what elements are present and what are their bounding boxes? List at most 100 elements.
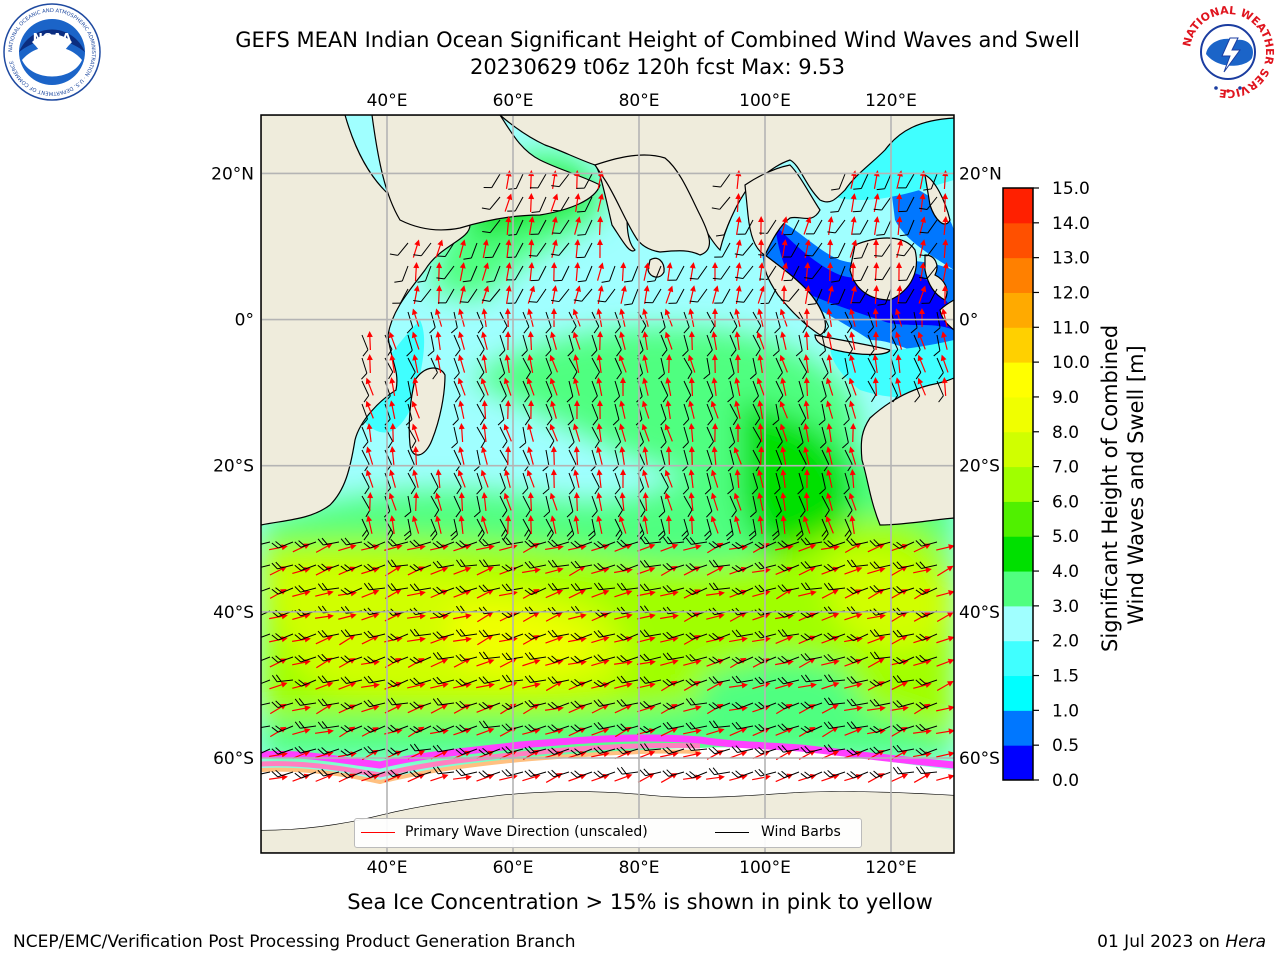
wave-direction-arrow xyxy=(457,377,466,396)
wave-direction-arrow xyxy=(389,469,396,488)
wind-barb xyxy=(754,630,777,639)
wave-direction-arrow xyxy=(573,285,581,304)
wave-direction-arrow xyxy=(917,377,926,396)
wave-direction-arrow xyxy=(729,750,748,759)
colorbar-title-line2: Wind Waves and Swell [m] xyxy=(1124,345,1148,625)
wind-barb xyxy=(639,676,662,684)
wave-direction-arrow xyxy=(435,469,442,489)
wind-barb xyxy=(432,631,455,639)
wind-barb xyxy=(777,676,800,685)
wind-barb xyxy=(823,769,846,778)
wind-barb xyxy=(689,288,708,303)
wind-barb xyxy=(729,334,737,357)
wave-direction-arrow xyxy=(574,239,581,259)
wind-barb xyxy=(545,380,553,403)
wind-barb xyxy=(890,380,899,403)
wave-direction-arrow xyxy=(315,728,334,735)
wind-barb xyxy=(499,426,508,449)
wave-direction-arrow xyxy=(780,492,787,511)
wind-barb xyxy=(616,563,639,572)
wind-barb xyxy=(752,380,759,403)
wind-barb xyxy=(452,403,459,426)
wind-barb xyxy=(685,537,708,545)
wind-barb xyxy=(476,403,486,426)
footer-date-text: 01 Jul 2023 on xyxy=(1097,932,1220,952)
wind-barb xyxy=(484,242,501,259)
wave-direction-arrow xyxy=(936,681,954,691)
wind-barb xyxy=(846,538,869,546)
wind-barb xyxy=(644,288,662,304)
wind-barb xyxy=(294,771,317,779)
y-tick-label-right: 60°S xyxy=(959,749,1000,769)
wind-barb xyxy=(921,288,938,304)
wind-barb xyxy=(686,743,708,751)
wave-direction-arrow xyxy=(591,659,610,667)
wind-barb xyxy=(476,426,486,449)
wave-direction-arrow xyxy=(572,423,581,442)
wave-direction-arrow xyxy=(941,331,948,350)
wave-direction-arrow xyxy=(389,515,396,534)
wave-direction-arrow xyxy=(665,377,672,396)
colorbar-segment xyxy=(1003,501,1033,537)
x-tick-label-bottom: 120°E xyxy=(865,858,917,878)
wave-direction-arrow xyxy=(917,354,926,373)
noaa-logo-icon: NATIONAL OCEANIC AND ATMOSPHERIC ADMINIS… xyxy=(3,3,101,101)
wind-barb xyxy=(612,403,620,426)
wave-direction-arrow xyxy=(481,492,488,512)
wind-barb xyxy=(752,334,761,357)
wave-direction-arrow xyxy=(459,285,466,304)
colorbar-segment xyxy=(1003,396,1033,433)
wind-barb xyxy=(545,518,554,541)
wind-barb xyxy=(271,655,294,663)
wave-direction-arrow xyxy=(597,216,604,236)
wind-barb xyxy=(775,380,784,403)
wave-direction-arrow xyxy=(821,659,840,666)
wave-direction-arrow xyxy=(526,377,535,396)
wave-direction-arrow xyxy=(549,354,558,373)
wind-barb xyxy=(897,288,915,304)
wave-direction-arrow xyxy=(848,400,857,419)
wind-barb xyxy=(752,403,761,426)
wave-direction-arrow xyxy=(505,216,512,236)
wind-barb xyxy=(892,656,915,665)
wind-barb xyxy=(501,723,524,731)
wind-barb xyxy=(542,472,550,495)
wind-barb xyxy=(795,334,803,357)
wind-barb xyxy=(409,770,432,778)
wind-barb xyxy=(843,472,850,495)
wave-direction-arrow xyxy=(505,285,512,304)
wind-barb xyxy=(748,518,757,541)
wave-direction-arrow xyxy=(936,544,954,551)
wind-barb xyxy=(552,219,570,234)
wave-direction-arrow xyxy=(573,446,580,466)
wind-barb xyxy=(821,518,829,541)
wind-barb xyxy=(524,675,547,683)
wave-direction-arrow xyxy=(803,377,810,397)
wind-barb xyxy=(386,633,409,641)
wave-direction-arrow xyxy=(848,492,857,511)
wind-barb xyxy=(340,587,363,595)
wave-direction-arrow xyxy=(481,354,488,373)
colorbar-segment xyxy=(1003,188,1033,224)
colorbar-tick-label: 13.0 xyxy=(1052,249,1090,269)
wave-direction-arrow xyxy=(779,354,788,373)
wave-direction-arrow xyxy=(407,682,426,689)
wave-direction-arrow xyxy=(504,469,511,488)
wind-barb xyxy=(363,541,386,549)
wave-direction-arrow xyxy=(735,262,742,281)
wind-barb xyxy=(455,628,478,637)
wave-direction-arrow xyxy=(710,492,719,511)
wind-barb xyxy=(317,768,340,777)
wave-direction-arrow xyxy=(435,331,442,350)
wind-barb xyxy=(869,539,892,547)
wind-barb xyxy=(754,723,777,732)
wind-barb xyxy=(478,747,501,756)
wind-barb xyxy=(524,632,547,640)
wave-direction-arrow xyxy=(573,354,580,373)
wave-direction-arrow xyxy=(614,589,633,598)
wave-direction-arrow xyxy=(942,262,949,281)
wind-barb xyxy=(476,380,485,403)
colorbar-segment xyxy=(1003,536,1033,572)
wind-barb xyxy=(455,678,478,686)
wave-direction-arrow xyxy=(804,285,811,304)
